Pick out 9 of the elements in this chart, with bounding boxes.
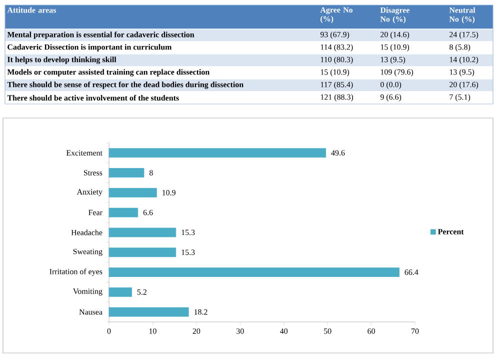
bar (108, 168, 144, 178)
bar (108, 307, 189, 317)
bar (108, 268, 400, 277)
bar (108, 208, 138, 218)
bar (108, 287, 132, 297)
bar (108, 248, 176, 258)
bar (108, 148, 326, 158)
bar (108, 228, 176, 238)
bar (108, 188, 157, 198)
